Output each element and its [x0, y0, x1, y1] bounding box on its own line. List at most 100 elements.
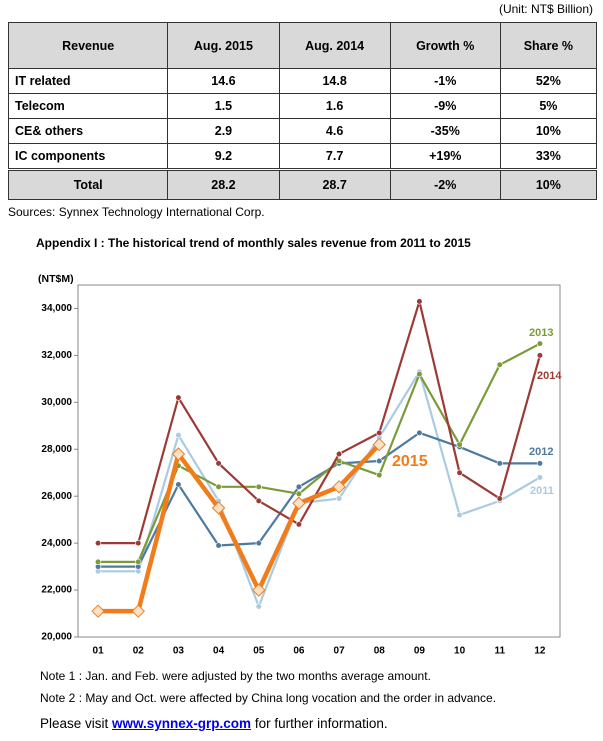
- visit-prefix: Please visit: [40, 716, 113, 731]
- y-tick-label: 34,000: [41, 303, 72, 314]
- table-cell: Telecom: [7, 93, 169, 119]
- x-tick-label: 03: [173, 646, 185, 657]
- table-cell: Aug. 2015: [167, 22, 280, 69]
- data-point: [255, 603, 262, 610]
- table-cell: CE& others: [7, 118, 169, 144]
- y-tick-label: 20,000: [41, 632, 72, 643]
- series-label: 2015: [392, 453, 428, 470]
- data-point: [372, 437, 386, 452]
- series-line: [98, 443, 381, 614]
- x-tick-label: 07: [334, 646, 346, 657]
- data-point: [335, 495, 343, 502]
- table-cell: 2.9: [167, 118, 280, 144]
- data-point: [135, 558, 142, 566]
- series-line: [98, 370, 541, 608]
- table-cell: 28.7: [278, 168, 391, 200]
- x-tick-label: 01: [93, 646, 105, 657]
- data-point: [171, 447, 186, 461]
- x-tick-label: 11: [494, 646, 505, 657]
- data-point: [255, 497, 262, 504]
- table-cell: -35%: [389, 118, 501, 144]
- data-point: [175, 432, 182, 439]
- data-point: [416, 371, 423, 378]
- data-point: [456, 469, 463, 476]
- table-cell: Aug. 2014: [278, 22, 391, 69]
- data-point: [292, 496, 306, 510]
- revenue-table: Revenue Aug. 2015 Aug. 2014 Growth % Share %…: [7, 22, 598, 200]
- data-point: [295, 490, 303, 497]
- table-cell: 7.7: [278, 143, 391, 170]
- table-cell: +19%: [389, 143, 501, 170]
- data-point: [94, 558, 102, 566]
- table-row: Telecom 1.5 1.6 -9% 5%: [7, 93, 598, 119]
- data-point: [215, 483, 222, 490]
- series-line: [98, 300, 541, 545]
- data-point: [252, 583, 266, 597]
- x-tick-label: 04: [213, 646, 225, 657]
- data-point: [496, 460, 503, 467]
- table-cell: -9%: [389, 93, 501, 119]
- table-cell: 9.2: [167, 143, 280, 170]
- data-point: [215, 542, 222, 549]
- table-cell: 5%: [499, 93, 598, 119]
- table-cell: 14.6: [167, 68, 280, 94]
- data-point: [295, 483, 303, 490]
- data-point: [94, 540, 102, 547]
- data-point: [536, 352, 544, 359]
- y-tick-label: 26,000: [41, 491, 72, 502]
- table-row: Total 28.2 28.7 -2% 10%: [7, 168, 598, 200]
- x-tick-label: 09: [414, 646, 426, 657]
- table-cell: Revenue: [7, 22, 169, 69]
- website-link[interactable]: www.synnex-grp.com: [112, 716, 252, 731]
- data-point: [211, 501, 226, 515]
- data-point: [135, 540, 142, 547]
- x-tick-label: 12: [534, 646, 546, 657]
- y-tick-label: 24,000: [41, 538, 72, 549]
- table-cell: 4.6: [278, 118, 391, 144]
- table-row: IT related 14.6 14.8 -1% 52%: [7, 68, 598, 94]
- table-cell: IC components: [7, 143, 169, 170]
- plot-area: [77, 284, 561, 638]
- data-point: [376, 471, 383, 479]
- note: Note 2 : May and Oct. were affected by C…: [40, 691, 497, 705]
- table-cell: 10%: [499, 168, 598, 200]
- data-point: [255, 540, 262, 547]
- table-cell: 1.5: [167, 93, 280, 119]
- unit-note: (Unit: NT$ Billion): [498, 2, 593, 16]
- data-point: [175, 481, 182, 488]
- y-axis-label: (NT$M): [38, 273, 74, 285]
- table-cell: Growth %: [389, 22, 501, 69]
- data-point: [376, 429, 383, 436]
- data-point: [416, 298, 423, 305]
- table-cell: IT related: [7, 68, 169, 94]
- data-point: [536, 474, 544, 481]
- data-point: [536, 460, 544, 467]
- y-tick-label: 22,000: [41, 585, 72, 596]
- data-point: [332, 480, 346, 494]
- series-label: 2014: [537, 370, 562, 382]
- data-point: [175, 394, 182, 401]
- data-point: [376, 457, 383, 465]
- y-tick-label: 30,000: [41, 397, 72, 408]
- data-point: [255, 483, 262, 490]
- series-label: 2011: [530, 485, 554, 497]
- data-point: [456, 441, 463, 448]
- source: Sources: Synnex Technology International…: [8, 205, 265, 219]
- x-tick-label: 02: [133, 646, 145, 657]
- visit-suffix: for further information.: [251, 716, 388, 731]
- x-tick-label: 08: [374, 646, 386, 657]
- note: Note 1 : Jan. and Feb. were adjusted by …: [40, 669, 431, 683]
- series-label: 2012: [529, 446, 553, 458]
- chart: Appendix I : The historical trend of mon…: [36, 236, 562, 657]
- table-cell: Total: [7, 168, 169, 200]
- y-tick-label: 32,000: [41, 350, 72, 361]
- data-point: [416, 429, 423, 436]
- y-tick-label: 28,000: [41, 444, 72, 455]
- series-line: [98, 431, 540, 568]
- data-point: [131, 604, 145, 618]
- data-point: [215, 460, 222, 467]
- data-point: [295, 521, 303, 528]
- x-tick-label: 10: [454, 646, 466, 657]
- table-row: CE& others 2.9 4.6 -35% 10%: [7, 118, 598, 144]
